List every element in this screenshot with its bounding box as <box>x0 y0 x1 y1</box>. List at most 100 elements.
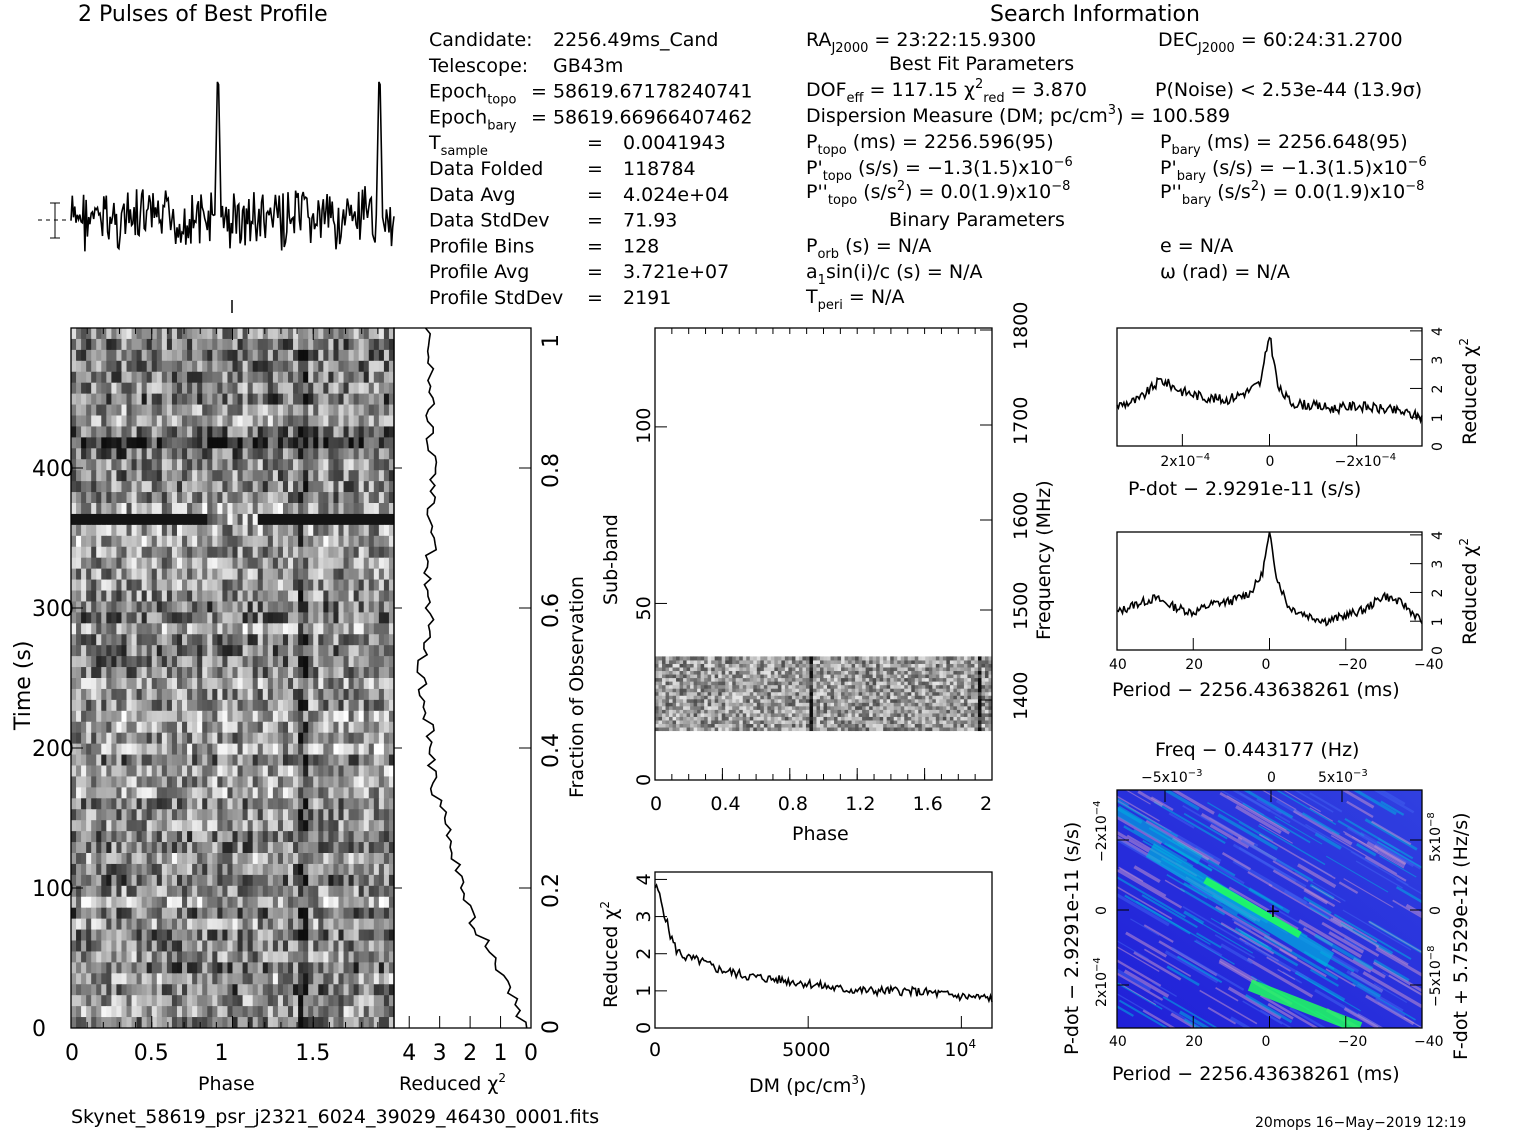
time-axis-label: Time (s) <box>11 641 36 731</box>
svg-text:=: = <box>587 235 603 257</box>
period-ytick: 2 <box>1430 589 1446 598</box>
chi-xtick: 3 <box>433 1041 447 1066</box>
pdot-topo: P'topo (s/s) = −1.3(1.5)x10−6 <box>806 155 1073 184</box>
svg-text:=: = <box>587 210 603 232</box>
chi-xtick: 2 <box>463 1041 477 1066</box>
subband-xtick: 0.4 <box>710 793 740 815</box>
profile-line <box>70 81 395 252</box>
chi-xtick: 0 <box>524 1041 538 1066</box>
svg-text:=: = <box>587 184 603 206</box>
map-y2tick: −5x10−8 <box>1426 946 1444 1008</box>
dof-chi: DOFeff = 117.15 χ2red = 3.870 <box>806 77 1087 106</box>
time-phase-xtick: 0.5 <box>134 1041 169 1066</box>
dm-xtick: 104 <box>944 1037 976 1061</box>
info-value: 0.0041943 <box>623 132 726 154</box>
map-pdot-label: P-dot − 2.9291e-11 (s/s) <box>1061 822 1083 1055</box>
time-ytick: 200 <box>32 737 74 762</box>
freq-ytick: 1800 <box>1010 302 1032 350</box>
porb: Porb (s) = N/A <box>806 235 931 262</box>
info-label: Candidate: <box>429 29 533 51</box>
pdot-xtick: 2x10−4 <box>1160 452 1210 470</box>
map-top-tick: −5x10−3 <box>1141 768 1203 786</box>
svg-text:=: = <box>587 287 603 309</box>
subband-xtick: 1.2 <box>845 793 875 815</box>
subband-xtick: 1.6 <box>913 793 943 815</box>
subband-ytick: 0 <box>633 774 655 786</box>
info-label: Epochbary <box>429 106 517 133</box>
search-info-title: Search Information <box>990 2 1200 27</box>
time-ytick: 100 <box>32 877 74 902</box>
tperi: Tperi = N/A <box>805 286 904 313</box>
pdot-ytick: 2 <box>1430 385 1446 394</box>
dec-value: DECJ2000 = 60:24:31.2700 <box>1158 29 1403 56</box>
chi-fraction-panel: 4 3 2 1 000.20.40.60.81 <box>393 327 564 1066</box>
subband-xtick: 0 <box>650 793 662 815</box>
ecc: e = N/A <box>1160 235 1233 257</box>
info-label: Epochtopo <box>429 81 516 108</box>
info-value: 2191 <box>623 287 671 309</box>
svg-text:=: = <box>587 132 603 154</box>
fraction-ytick: 0.8 <box>539 453 564 488</box>
freq-ytick: 1600 <box>1010 492 1032 540</box>
subband-ytick: 50 <box>633 596 655 620</box>
map-ytick: 2x10−4 <box>1092 957 1110 1007</box>
ra-value: RAJ2000 = 23:22:15.9300 <box>806 29 1036 56</box>
map-top-tick: 5x10−3 <box>1318 768 1368 786</box>
map-y2tick: 0 <box>1428 906 1444 915</box>
fraction-ytick: 0.4 <box>539 733 564 768</box>
subband-xtick: 0.8 <box>778 793 808 815</box>
info-left-block: Candidate: 2256.49ms_Cand Telescope: GB43m E… <box>428 29 752 309</box>
pdot-chi-ylabel: Reduced χ2 <box>1457 338 1481 445</box>
redchi-label: Reduced χ2 <box>399 1071 506 1095</box>
footer-filename: Skynet_58619_psr_j2321_6024_39029_46430_… <box>71 1106 599 1128</box>
profile-title: 2 Pulses of Best Profile <box>78 2 328 27</box>
period-ytick: 3 <box>1430 560 1446 569</box>
period-axis-label: Period − 2256.43638261 (ms) <box>1112 679 1400 701</box>
pdot-chi-line <box>1116 336 1423 425</box>
subband-ytick: 100 <box>633 408 655 444</box>
time-ytick: 0 <box>32 1017 46 1042</box>
chi-xtick: 4 <box>402 1041 416 1066</box>
fraction-ytick: 0.2 <box>539 873 564 908</box>
pdot-xtick: −2x10−4 <box>1335 452 1397 470</box>
best-fit-marker: + <box>1265 900 1281 922</box>
freq-ytick: 1400 <box>1010 672 1032 720</box>
info-label: Profile StdDev <box>429 287 563 309</box>
binary-heading: Binary Parameters <box>889 209 1065 231</box>
info-value: GB43m <box>553 55 623 77</box>
period-xtick: 20 <box>1185 657 1203 673</box>
info-label: Data Avg <box>429 184 516 206</box>
p-topo: Ptopo (ms) = 2256.596(95) <box>806 131 1054 158</box>
map-xtick: 20 <box>1185 1034 1203 1050</box>
pdot-ytick: 4 <box>1430 327 1446 336</box>
subband-axis-label: Sub-band <box>600 514 622 605</box>
period-ytick: 4 <box>1430 531 1446 540</box>
dm-value: Dispersion Measure (DM; pc/cm3) = 100.58… <box>806 103 1230 127</box>
svg-text:=: = <box>587 158 603 180</box>
period-chi-ylabel: Reduced χ2 <box>1457 538 1481 645</box>
period-xtick: −20 <box>1338 657 1368 673</box>
period-xtick: 40 <box>1109 657 1127 673</box>
period-ytick: 0 <box>1430 646 1446 655</box>
dm-chi-line <box>654 883 993 1004</box>
map-ytick: 0 <box>1094 906 1110 915</box>
info-value: 4.024e+04 <box>623 184 729 206</box>
svg-text:=: = <box>587 261 603 283</box>
info-label: Data StdDev <box>429 210 550 232</box>
a1sini: a1sin(i)/c (s) = N/A <box>806 261 982 288</box>
time-ytick: 300 <box>32 597 74 622</box>
fraction-ytick: 1 <box>539 334 564 348</box>
info-value: 3.721e+07 <box>623 261 729 283</box>
dm-axis-label: DM (pc/cm3) <box>749 1073 866 1097</box>
info-label: Tsample <box>428 132 488 159</box>
map-fdot-label: F-dot + 5.7529e-12 (Hz/s) <box>1450 812 1472 1060</box>
dm-xtick: 5000 <box>782 1039 830 1061</box>
pdot-axis-label: P-dot − 2.9291e-11 (s/s) <box>1128 478 1361 500</box>
pnoise: P(Noise) < 2.53e-44 (13.9σ) <box>1155 79 1422 101</box>
subband-phase-label: Phase <box>792 823 849 845</box>
info-value: 118784 <box>623 158 696 180</box>
period-xtick: 0 <box>1262 657 1271 673</box>
map-xtick: −40 <box>1414 1034 1444 1050</box>
pdot-xtick: 0 <box>1266 454 1275 470</box>
time-phase-xtick: 0 <box>65 1041 79 1066</box>
